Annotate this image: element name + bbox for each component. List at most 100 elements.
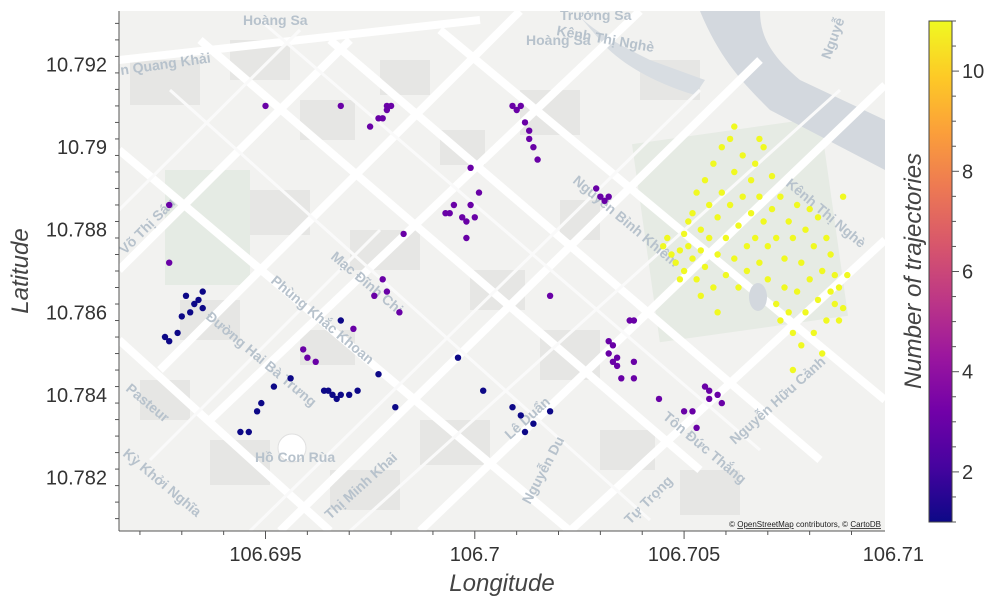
trajectory-point (530, 144, 537, 151)
trajectory-point (781, 255, 788, 262)
trajectory-point (534, 156, 541, 163)
trajectory-point (835, 317, 843, 324)
trajectory-point (182, 292, 190, 299)
trajectory-point (630, 358, 638, 365)
colorbar (928, 20, 953, 523)
trajectory-point (526, 135, 533, 143)
trajectory-point (714, 251, 721, 258)
trajectory-point (706, 234, 713, 242)
trajectory-point (718, 189, 725, 196)
trajectory-point (475, 189, 483, 196)
trajectory-point (752, 234, 759, 242)
trajectory-point (601, 197, 608, 204)
street-label: Hoàng Sa (526, 32, 591, 48)
trajectory-point (337, 102, 344, 110)
trajectory-point (450, 201, 458, 209)
trajectory-point (701, 177, 709, 184)
trajectory-point (831, 300, 838, 308)
trajectory-point (546, 408, 554, 415)
x-tick-label: 106.7 (450, 544, 500, 566)
trajectory-point (605, 193, 612, 200)
y-tick-label: 10.784 (46, 385, 107, 407)
trajectory-point (680, 408, 688, 415)
trajectory-point (785, 218, 792, 225)
trajectory-point (764, 243, 771, 250)
trajectory-point (354, 387, 361, 394)
trajectory-point (689, 255, 696, 262)
trajectory-point (789, 366, 797, 374)
trajectory-point (325, 387, 332, 394)
trajectory-point (366, 123, 374, 130)
trajectory-point (526, 127, 533, 134)
street-label: Hoàng Sa (243, 12, 308, 28)
trajectory-point (697, 292, 704, 299)
trajectory-point (806, 276, 813, 283)
colorbar-tick-label: 8 (962, 161, 973, 183)
trajectory-point (823, 234, 830, 242)
trajectory-point (375, 371, 382, 378)
trajectory-point (270, 383, 278, 390)
trajectory-point (722, 234, 730, 242)
map-attribution: © OpenStreetMap contributors, © CartoDB (729, 520, 881, 529)
trajectory-point (392, 404, 399, 411)
trajectory-point (718, 144, 725, 151)
trajectory-point (693, 424, 700, 431)
y-axis-title: Latitude (7, 228, 34, 313)
trajectory-point (680, 267, 688, 275)
trajectory-point (735, 284, 742, 291)
trajectory-point (166, 338, 173, 345)
trajectory-point (546, 292, 554, 299)
trajectory-point (814, 296, 822, 304)
trajectory-point (509, 102, 516, 110)
trajectory-point (835, 284, 843, 291)
trajectory-point (827, 251, 834, 258)
trajectory-point (706, 395, 713, 403)
trajectory-point (400, 230, 407, 238)
trajectory-point (773, 300, 780, 308)
trajectory-point (798, 342, 805, 349)
colorbar-title: Number of trajectories (900, 153, 927, 389)
trajectory-point (819, 267, 826, 275)
trajectory-point (346, 391, 353, 398)
trajectory-point (664, 234, 671, 242)
trajectory-point (237, 428, 244, 436)
trajectory-point (459, 214, 466, 221)
trajectory-point (660, 243, 667, 250)
trajectory-point (199, 288, 206, 295)
trajectory-point (199, 304, 206, 312)
y-tick-label: 10.782 (46, 467, 107, 489)
trajectory-point (371, 292, 378, 299)
trajectory-point (726, 201, 734, 209)
trajectory-point (747, 177, 755, 184)
street-label: Trường Sa (560, 7, 632, 23)
trajectory-point (743, 243, 751, 250)
trajectory-point (806, 205, 813, 213)
x-axis-title: Longitude (449, 570, 554, 597)
trajectory-point (685, 218, 692, 225)
trajectory-point (697, 247, 704, 254)
trajectory-point (521, 428, 529, 436)
trajectory-point (689, 408, 696, 415)
trajectory-point (605, 350, 612, 357)
x-tick-label: 106.705 (648, 544, 720, 566)
osm-link[interactable]: OpenStreetMap (737, 520, 794, 529)
carto-link[interactable]: CartoDB (850, 520, 881, 529)
trajectory-point (300, 346, 307, 353)
trajectory-point (760, 218, 767, 225)
trajectory-point (597, 193, 604, 200)
trajectory-point (810, 243, 817, 250)
basemap[interactable]: Hoàng Sa Trường Sa Kênh Thị Nghè Hoàng S… (116, 7, 885, 531)
trajectory-point (768, 172, 776, 180)
trajectory-point (517, 412, 524, 419)
trajectory-point (446, 210, 453, 217)
colorbar-tick-label: 2 (962, 462, 973, 484)
trajectory-point (191, 300, 198, 308)
trajectory-point (735, 222, 742, 229)
trajectory-point (756, 259, 763, 266)
trajectory-point (706, 201, 713, 209)
trajectory-point (706, 387, 713, 394)
colorbar-tick-label: 10 (962, 61, 984, 83)
trajectory-point (823, 317, 830, 324)
trajectory-point (756, 135, 763, 143)
